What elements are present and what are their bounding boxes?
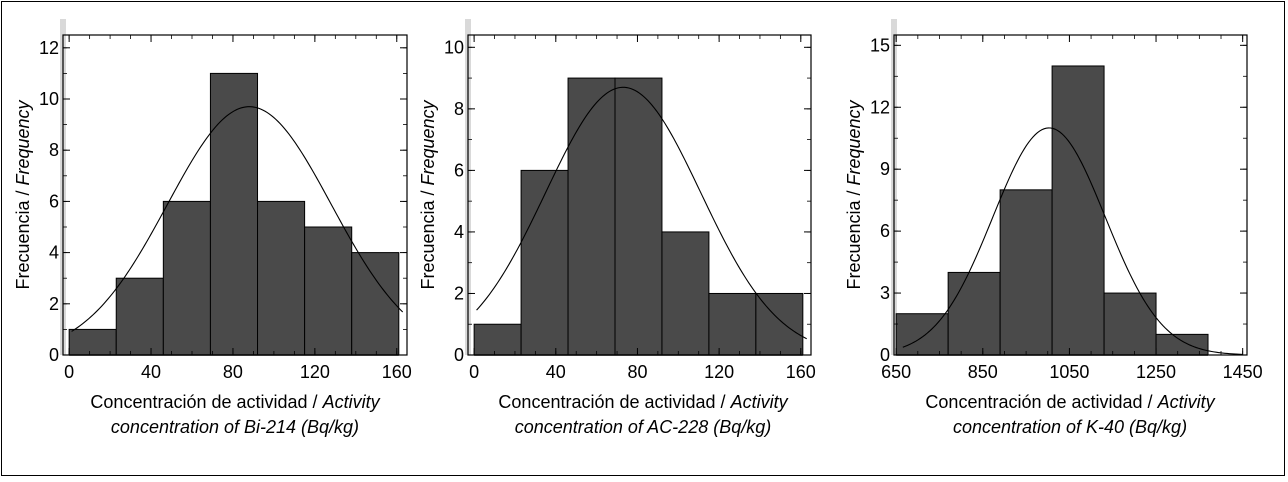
x-axis-label-regular: Concentración de actividad / [90,392,322,412]
histogram-bar [115,277,164,356]
x-tick-label: 1450 [1223,362,1263,382]
x-tick-label: 0 [469,362,479,382]
normal-curve [476,86,807,340]
histogram-bar [999,189,1053,356]
y-axis-label-italic: Frequency [844,99,864,185]
histogram-bar [947,271,1001,356]
y-tick-label: 10 [39,89,59,109]
histogram-bar [257,200,306,356]
x-tick-label: 0 [64,362,74,382]
y-axis-label: Frecuencia / Frequency [418,99,438,289]
x-axis-label-regular: Concentración de actividad / [498,392,730,412]
x-axis-label-line1: Concentración de actividad / Activity [925,392,1215,412]
histogram-panel-2: 0 40 80 120 160 0 2 4 6 8 10 Frecuencia / Frequency… [418,19,816,437]
histogram-panel-1: 0 40 80 120 160 0 2 4 6 8 10 12 Frecuencia / Frequen… [13,19,412,437]
x-axis-label-regular: Concentración de actividad / [925,392,1157,412]
x-tick-label: 40 [546,362,566,382]
x-tick-label: 1250 [1136,362,1176,382]
histogram-bar [473,323,522,356]
x-tick-label: 650 [881,362,911,382]
histogram-bar [1051,65,1105,356]
x-tick-label: 120 [300,362,330,382]
x-tick-label: 160 [382,362,412,382]
y-tick-label: 4 [454,222,464,242]
y-tick-label: 8 [454,99,464,119]
y-tick-label: 4 [49,243,59,263]
y-axis-label-regular: Frecuencia / [844,186,864,290]
y-tick-label: 12 [870,97,890,117]
x-axis-label-italic: Activity [1157,392,1216,412]
x-axis-label-line2: concentration of Bi-214 (Bq/kg) [111,417,359,437]
x-tick-label: 1050 [1049,362,1089,382]
x-tick-label: 160 [786,362,816,382]
y-axis-label-regular: Frecuencia / [418,186,438,290]
histogram-bar [162,200,211,356]
histogram-bar [351,252,400,356]
y-tick-label: 3 [880,283,890,303]
x-axis-label-line1: Concentración de actividad / Activity [90,392,380,412]
histogram-bar [1155,333,1209,356]
y-tick-label: 12 [39,38,59,58]
x-tick-label: 850 [968,362,998,382]
y-axis-label-italic: Frequency [13,99,33,185]
y-tick-label: 2 [49,294,59,314]
y-axis-label: Frecuencia / Frequency [13,99,33,289]
x-tick-label: 120 [704,362,734,382]
y-axis-label-regular: Frecuencia / [13,186,33,290]
histogram-bar [567,77,616,356]
y-tick-label: 6 [454,160,464,180]
x-tick-label: 80 [223,362,243,382]
x-tick-label: 40 [141,362,161,382]
x-axis-label-line1: Concentración de actividad / Activity [498,392,788,412]
histogram-bar [614,77,663,356]
histogram-bar [68,328,117,356]
y-axis-label: Frecuencia / Frequency [844,99,864,289]
normal-curve [902,127,1243,355]
x-axis-label-italic: Activity [730,392,789,412]
histogram-bar [304,226,353,356]
y-tick-label: 0 [880,345,890,365]
y-tick-label: 6 [49,191,59,211]
x-axis-label-line2: concentration of K-40 (Bq/kg) [953,417,1187,437]
x-axis-label-italic: Activity [322,392,381,412]
histogram-bar [520,169,569,356]
normal-curve [71,106,404,332]
x-axis-label-line2: concentration of AC-228 (Bq/kg) [515,417,771,437]
histogram-bar [209,72,259,356]
y-tick-label: 0 [454,345,464,365]
y-tick-label: 8 [49,140,59,160]
histogram-bar [661,231,710,356]
y-tick-label: 15 [870,35,890,55]
y-tick-label: 2 [454,283,464,303]
y-tick-label: 6 [880,221,890,241]
y-tick-label: 9 [880,159,890,179]
histogram-bar [1103,292,1157,356]
histogram-bar [708,292,757,356]
y-axis-label-italic: Frequency [418,99,438,185]
y-tick-label: 10 [444,37,464,57]
y-tick-label: 0 [49,345,59,365]
histogram-panel-3: 650 850 1050 1250 1450 0 3 6 9 12 15 Frecuencia / F… [844,19,1263,437]
x-tick-label: 80 [627,362,647,382]
